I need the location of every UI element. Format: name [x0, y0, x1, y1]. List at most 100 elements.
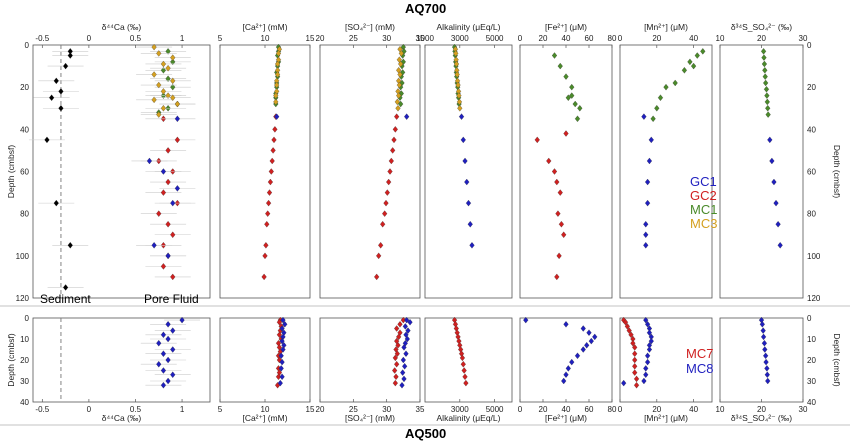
marker-mc8 — [765, 377, 771, 385]
marker-mc8 — [170, 327, 176, 334]
marker-mc8 — [404, 335, 410, 343]
marks-layer — [28, 43, 783, 389]
marker-mc8 — [278, 365, 284, 372]
marker-gc1 — [151, 242, 157, 249]
x-tick-label: 40 — [562, 34, 571, 43]
marker-mc1 — [672, 79, 678, 87]
x-tick-label: 20 — [652, 34, 661, 43]
marker-mc8 — [764, 371, 770, 378]
marker-mc8 — [760, 327, 766, 334]
marker-mc7 — [275, 373, 282, 381]
marker-mc8 — [400, 356, 406, 364]
legend-bottom-entry-1: MC8 — [686, 361, 714, 376]
marker-gc1 — [643, 231, 649, 238]
axis-title-bottom-d44ca: δ⁴⁴Ca (‰) — [102, 413, 142, 423]
marker-mc3 — [397, 71, 403, 78]
marker-sediment — [63, 284, 69, 291]
marker-gc1 — [464, 178, 470, 186]
marker-mc8 — [165, 356, 171, 364]
y-tick-label-left: 80 — [20, 210, 29, 219]
x-tick-label: 10 — [261, 405, 270, 414]
marker-mc1 — [760, 48, 767, 55]
marker-gc1 — [643, 242, 649, 249]
axis-title-top-alk: Alkalinity (μEq/L) — [437, 22, 501, 32]
axes-frame-AQ500-ca — [219, 317, 311, 403]
axis-title-top-ca: [Ca²⁺] (mM) — [242, 22, 287, 32]
marker-gc2 — [261, 273, 267, 281]
axes-frame-AQ700-d44ca — [32, 44, 211, 299]
x-tick-label: 20 — [757, 405, 766, 414]
marker-mc1 — [762, 67, 768, 74]
axes-frame-AQ700-ca — [219, 44, 311, 299]
axes-frame-AQ500-d44ca — [32, 317, 211, 403]
marker-mc3 — [398, 60, 404, 68]
marker-mc8 — [643, 365, 649, 372]
legend-top-entry-0: GC1 — [690, 174, 717, 189]
marker-mc8 — [399, 381, 405, 389]
marker-mc1 — [700, 48, 706, 55]
axes-frame-AQ700-d34s — [719, 44, 804, 299]
axes-frame-AQ500-so4 — [319, 317, 421, 403]
marker-mc1 — [691, 62, 697, 70]
y-tick-label-right: 60 — [807, 168, 816, 177]
marker-mc8 — [563, 321, 569, 328]
marker-mc7 — [630, 339, 636, 347]
marker-gc2 — [374, 273, 380, 281]
marker-gc2 — [394, 113, 400, 120]
marker-mc1 — [763, 79, 769, 87]
marker-mc8 — [586, 329, 592, 336]
legend-top: GC1 GC2 MC1 MC3 — [690, 175, 717, 231]
marker-mc7 — [392, 367, 398, 374]
y-tick-label-right: 20 — [807, 356, 816, 365]
marker-gc1 — [274, 113, 280, 120]
marker-mc3 — [453, 60, 460, 68]
axis-title-bottom-mn: [Mn²⁺] (μM) — [644, 413, 688, 423]
marker-mc8 — [165, 335, 171, 343]
axis-title-bottom-fe: [Fe²⁺] (μM) — [545, 413, 587, 423]
marker-mc3 — [273, 98, 279, 106]
x-tick-label: 0 — [87, 34, 92, 43]
marker-mc8 — [646, 346, 653, 353]
marker-mc3 — [454, 71, 460, 78]
marker-sediment — [49, 94, 55, 101]
marker-mc7 — [392, 379, 398, 387]
x-tick-label: 1 — [180, 405, 185, 414]
marker-mc8 — [563, 371, 569, 378]
marker-gc2 — [382, 210, 388, 217]
x-tick-label: 35 — [416, 34, 425, 43]
marker-mc1 — [551, 52, 558, 59]
marker-gc1 — [462, 157, 468, 165]
marker-mc7 — [393, 373, 399, 381]
marker-mc1 — [681, 67, 687, 74]
marker-sediment — [67, 242, 73, 249]
marker-mc8 — [160, 381, 167, 389]
marker-mc8 — [580, 346, 586, 353]
marker-mc8 — [565, 365, 571, 372]
marker-gc2 — [165, 220, 171, 228]
marker-gc2 — [563, 130, 569, 137]
x-tick-label: 80 — [608, 405, 617, 414]
marker-mc1 — [657, 94, 664, 101]
marker-mc8 — [160, 367, 167, 374]
axes-frame-AQ500-fe — [519, 317, 613, 403]
marker-mc1 — [694, 52, 700, 59]
marker-mc7 — [276, 318, 282, 326]
y-tick-label-left: 0 — [25, 41, 30, 50]
marker-gc2 — [267, 178, 273, 186]
marker-mc8 — [179, 316, 185, 324]
marker-gc1 — [645, 178, 651, 186]
marker-mc1 — [563, 73, 569, 80]
marker-mc7 — [459, 354, 466, 362]
axes-frame-AQ700-so4 — [319, 44, 421, 299]
marker-mc8 — [280, 346, 286, 353]
marker-mc8 — [403, 350, 409, 357]
y-tick-label-right: 80 — [807, 210, 816, 219]
marker-gc1 — [775, 220, 781, 228]
label-sediment: Sediment — [40, 292, 91, 306]
marker-mc8 — [641, 377, 647, 385]
x-tick-label: -0.5 — [35, 34, 49, 43]
x-tick-label: 0 — [618, 34, 623, 43]
marker-mc8 — [279, 337, 285, 345]
marker-mc1 — [765, 105, 771, 112]
